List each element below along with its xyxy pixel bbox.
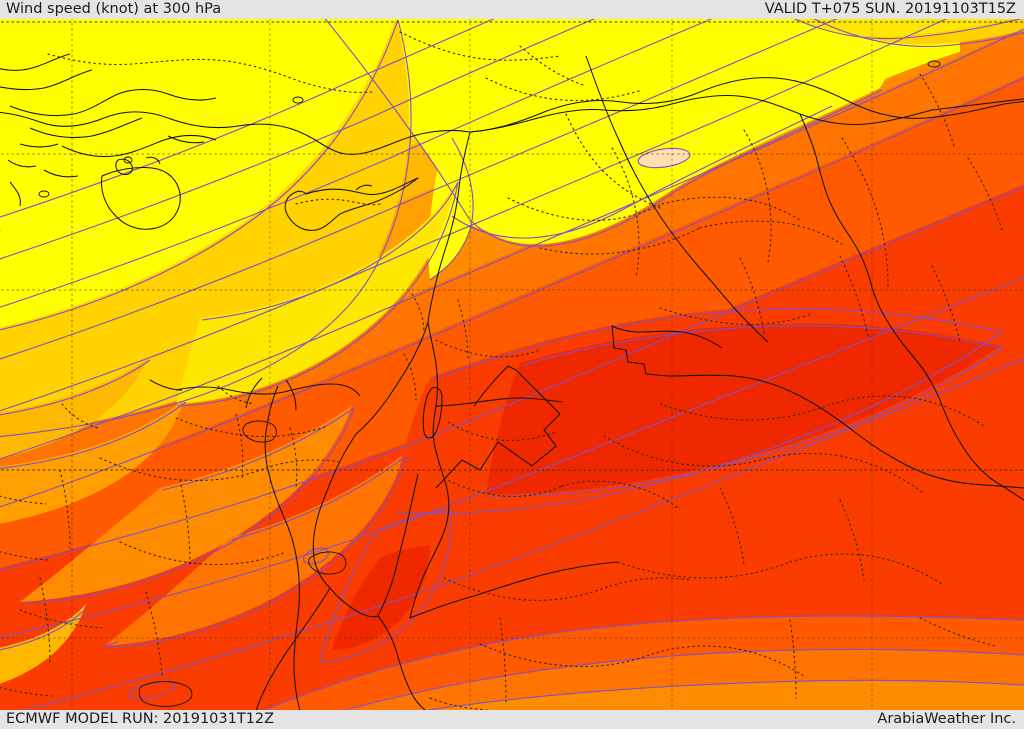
footer-bar: ECMWF MODEL RUN: 20191031T12Z ArabiaWeat…	[0, 710, 1024, 729]
page-title: Wind speed (knot) at 300 hPa	[6, 1, 222, 17]
header-bar: Wind speed (knot) at 300 hPa VALID T+075…	[0, 0, 1024, 19]
internal-boundaries	[0, 18, 1024, 711]
wind-speed-fill-bands	[0, 18, 1024, 711]
model-run-label: ECMWF MODEL RUN: 20191031T12Z	[6, 711, 275, 727]
valid-time-label: VALID T+075 SUN. 20191103T15Z	[764, 1, 1016, 17]
wind-speed-map[interactable]	[0, 18, 1024, 711]
small-islands	[38, 60, 941, 707]
coastlines-and-borders	[0, 53, 1024, 711]
map-canvas	[0, 18, 1024, 711]
brand-label: ArabiaWeather Inc.	[877, 711, 1016, 727]
wind-speed-contour-lines	[0, 18, 1024, 711]
